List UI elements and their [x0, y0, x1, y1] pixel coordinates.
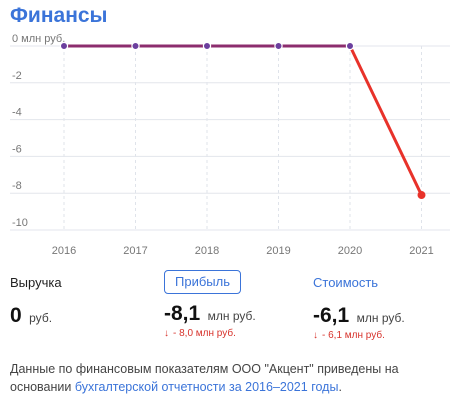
- x-tick-label: 2020: [338, 245, 362, 257]
- profit-number: -8,1: [164, 302, 201, 325]
- profit-metric: Прибыль -8,1 млн руб. ↓ - 8,0 млн руб.: [164, 270, 256, 339]
- data-point: [131, 41, 140, 51]
- y-tick-label: -8: [12, 180, 22, 192]
- value-value: -6,1 млн руб.: [313, 304, 405, 328]
- value-tab[interactable]: Стоимость: [313, 275, 379, 290]
- x-tick-label: 2021: [409, 245, 433, 257]
- revenue-unit: руб.: [29, 311, 53, 325]
- y-tick-label: -4: [12, 107, 22, 119]
- value-unit: млн руб.: [356, 311, 405, 325]
- y-tick-label: -10: [12, 217, 28, 229]
- data-point: [59, 41, 69, 51]
- value-number: -6,1: [313, 304, 350, 327]
- note-text: Данные по финансовым показателям ООО "Ак…: [10, 362, 399, 394]
- profit-unit: млн руб.: [207, 309, 256, 323]
- profit-change: ↓ - 8,0 млн руб.: [164, 328, 256, 339]
- profit-value: -8,1 млн руб.: [164, 302, 256, 326]
- revenue-number: 0: [10, 304, 22, 327]
- series-line-latest: [348, 44, 423, 197]
- x-tick-label: 2019: [266, 245, 290, 257]
- data-point: [202, 41, 212, 51]
- value-metric: Стоимость -6,1 млн руб. ↓ - 6,1 млн руб.: [313, 270, 405, 341]
- revenue-value: 0 руб.: [10, 304, 62, 328]
- profit-tab[interactable]: Прибыль: [164, 270, 241, 294]
- y-tick-label: -6: [12, 143, 22, 155]
- profit-change-text: - 8,0 млн руб.: [173, 328, 236, 339]
- note-tail: .: [338, 380, 342, 394]
- data-point: [274, 41, 283, 51]
- value-change: ↓ - 6,1 млн руб.: [313, 330, 405, 341]
- revenue-metric: Выручка 0 руб.: [10, 270, 62, 328]
- section-title: Финансы: [10, 4, 108, 27]
- y-tick-label: -2: [12, 70, 22, 82]
- arrow-down-icon: ↓: [313, 330, 318, 341]
- x-tick-label: 2018: [195, 245, 219, 257]
- data-point: [417, 191, 426, 200]
- arrow-down-icon: ↓: [164, 328, 169, 339]
- finance-line-chart: 0 млн руб. -2 -4 -6 -8 -10 2016 2017 2018 2019 202…: [10, 33, 450, 257]
- x-tick-label: 2016: [52, 245, 76, 257]
- source-note: Данные по финансовым показателям ООО "Ак…: [10, 360, 450, 396]
- value-change-text: - 6,1 млн руб.: [322, 330, 385, 341]
- reports-link[interactable]: бухгалтерской отчетности за 2016–2021 го…: [74, 380, 339, 394]
- revenue-label: Выручка: [10, 275, 62, 290]
- x-tick-label: 2017: [123, 245, 147, 257]
- data-point: [345, 41, 355, 51]
- y-tick-label: 0 млн руб.: [12, 33, 65, 45]
